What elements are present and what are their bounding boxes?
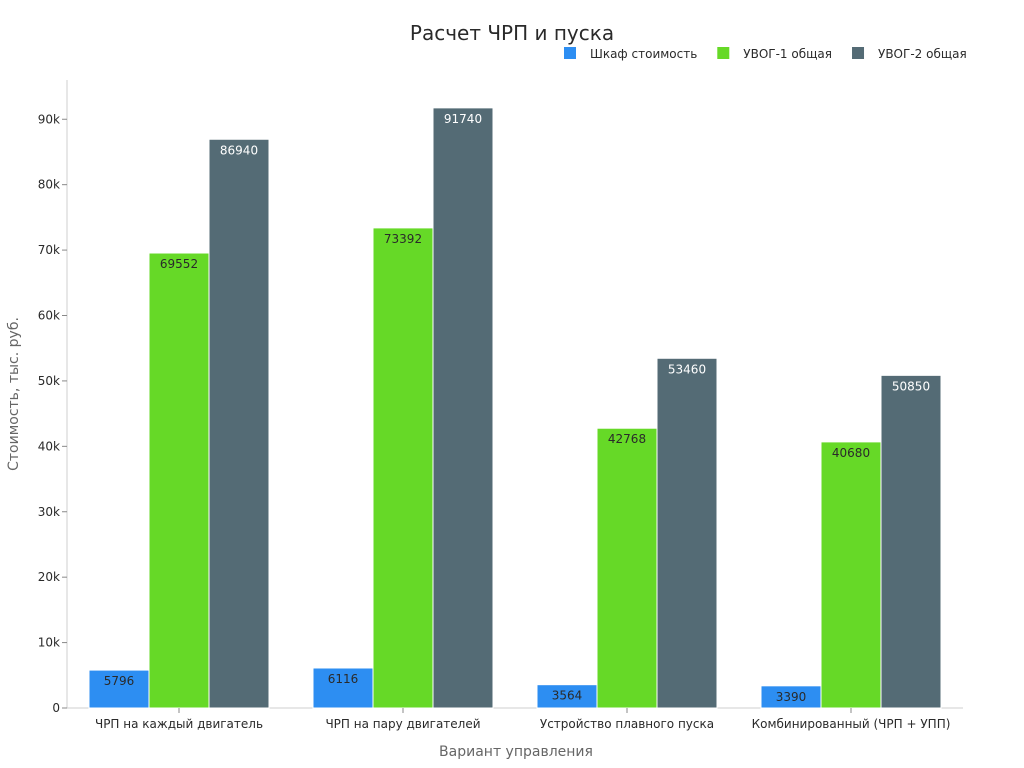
y-tick-label: 60k xyxy=(38,309,60,323)
y-tick-label: 80k xyxy=(38,178,60,192)
y-tick-label: 30k xyxy=(38,505,60,519)
bar xyxy=(372,227,434,709)
legend-swatch xyxy=(717,47,730,59)
bar-value-label: 91740 xyxy=(444,112,482,126)
bar xyxy=(820,441,882,709)
bar-value-label: 69552 xyxy=(160,257,198,271)
x-tick-label: ЧРП на пару двигателей xyxy=(325,717,480,731)
bar-value-label: 42768 xyxy=(608,432,646,446)
y-tick-label: 70k xyxy=(38,243,60,257)
bar xyxy=(880,374,942,709)
bar xyxy=(596,427,658,709)
bar xyxy=(148,252,210,709)
bar-value-label: 3564 xyxy=(552,689,583,703)
legend-swatch xyxy=(564,47,576,59)
bar-value-label: 53460 xyxy=(668,362,706,376)
y-tick-label: 90k xyxy=(38,112,60,126)
bar xyxy=(432,107,494,709)
bar-series: 5796 69552 86940 6116 73392 91740 3564 42768 534… xyxy=(88,107,942,709)
bar-value-label: 73392 xyxy=(384,232,422,246)
y-axis-ticks: 0 10k 20k 30k 40k 50k 60k 70k 80k 90k xyxy=(38,112,67,715)
x-tick-label: ЧРП на каждый двигатель xyxy=(95,717,263,731)
bar-value-label: 5796 xyxy=(104,674,135,688)
bar-value-label: 6116 xyxy=(328,672,359,686)
bar-value-label: 50850 xyxy=(892,379,930,393)
bar-value-label: 86940 xyxy=(220,143,258,157)
bar xyxy=(312,667,374,709)
legend-swatch xyxy=(852,47,865,59)
y-axis-title: Стоимость, тыс. руб. xyxy=(6,317,22,471)
bar-value-label: 40680 xyxy=(832,446,870,460)
y-tick-label: 0 xyxy=(52,701,60,715)
bar-value-label: 3390 xyxy=(776,690,807,704)
legend-label: Шкаф стоимость xyxy=(590,47,697,61)
x-axis-title: Вариант управления xyxy=(439,744,593,760)
y-tick-label: 50k xyxy=(38,374,60,388)
y-tick-label: 10k xyxy=(38,636,60,650)
chart-legend: Шкаф стоимость УВОГ-1 общая УВОГ-2 общая xyxy=(564,47,967,61)
bar xyxy=(208,138,270,709)
chart-title: Расчет ЧРП и пуска xyxy=(410,21,614,45)
y-tick-label: 40k xyxy=(38,439,60,453)
x-tick-label: Комбинированный (ЧРП + УПП) xyxy=(752,717,951,731)
legend-label: УВОГ-1 общая xyxy=(743,47,832,61)
x-axis-ticks: ЧРП на каждый двигатель ЧРП на пару двига… xyxy=(95,708,950,731)
x-tick-label: Устройство плавного пуска xyxy=(540,717,714,731)
bar xyxy=(656,357,718,709)
legend-label: УВОГ-2 общая xyxy=(878,47,967,61)
y-tick-label: 20k xyxy=(38,570,60,584)
bar xyxy=(88,669,150,709)
